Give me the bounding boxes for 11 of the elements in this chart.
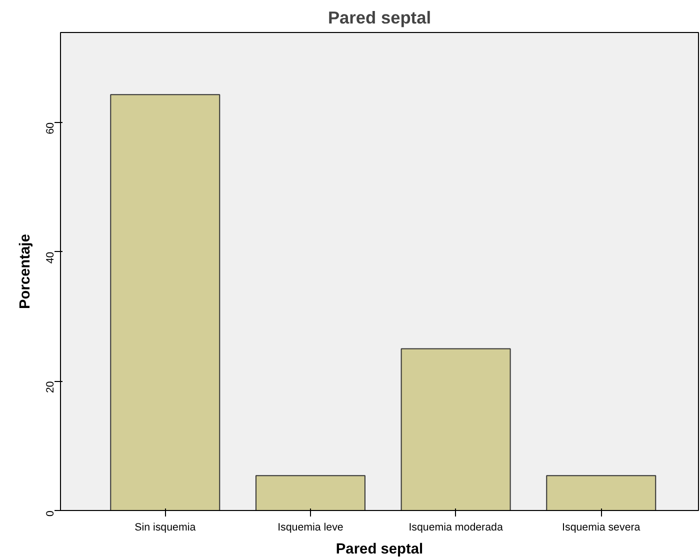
x-axis-title: Pared septal bbox=[336, 542, 424, 558]
chart-title: Pared septal bbox=[328, 8, 432, 28]
y-tick-label: 0 bbox=[44, 510, 56, 516]
y-axis-title: Porcentaje bbox=[18, 234, 34, 309]
y-tick-label: 40 bbox=[44, 252, 56, 264]
x-tick-label: Isquemia severa bbox=[562, 522, 640, 534]
x-tick-label: Isquemia moderada bbox=[408, 522, 503, 534]
x-tick-label: Isquemia leve bbox=[278, 522, 344, 534]
y-tick-label: 20 bbox=[44, 381, 56, 393]
y-tick-label: 60 bbox=[44, 122, 56, 134]
x-tick-label: Sin isquemia bbox=[134, 522, 196, 534]
